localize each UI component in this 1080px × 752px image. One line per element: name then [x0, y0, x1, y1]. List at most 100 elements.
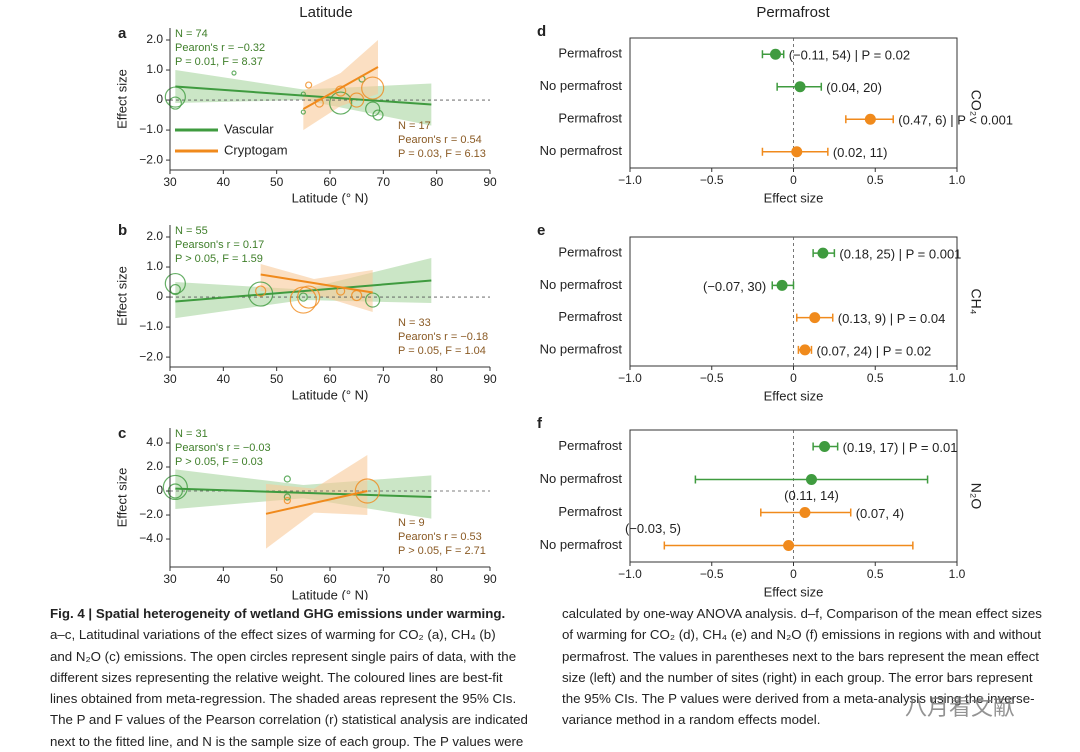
stat-annotation: N = 33 — [398, 317, 431, 329]
x-tick-label: 0 — [790, 567, 797, 581]
y-tick-label: −2.0 — [139, 507, 163, 521]
caption-left: Fig. 4 | Spatial heterogeneity of wetlan… — [50, 603, 528, 752]
stat-annotation: Pearson's r = −0.03 — [175, 442, 271, 454]
value-label: (−0.07, 30) — [703, 279, 766, 294]
panel-group-title: Permafrost — [756, 4, 830, 21]
y-tick-label: 0 — [156, 289, 163, 303]
value-label: (0.11, 14) — [784, 488, 839, 503]
x-tick-label: −1.0 — [618, 567, 642, 581]
x-tick-label: 1.0 — [949, 371, 966, 385]
panel-label: f — [537, 415, 543, 432]
mean-point — [783, 540, 795, 551]
x-tick-label: −0.5 — [700, 371, 724, 385]
fit-line — [302, 66, 379, 110]
x-tick-label: −0.5 — [700, 173, 724, 187]
x-tick-label: 80 — [430, 572, 444, 586]
watermark: 八月看文献 — [905, 696, 1016, 721]
value-label: (0.04, 20) — [826, 80, 882, 95]
data-point — [164, 272, 186, 295]
x-axis-label: Effect size — [764, 388, 824, 403]
data-point — [283, 493, 291, 501]
y-tick-label: 2.0 — [146, 32, 163, 46]
x-tick-label: 90 — [483, 175, 497, 189]
panel-label: b — [118, 222, 127, 239]
value-label: (0.47, 6) | P < 0.001 — [898, 113, 1013, 128]
x-tick-label: 80 — [430, 175, 444, 189]
caption-lines: a–c, Latitudinal variations of the effec… — [50, 624, 528, 752]
data-point — [162, 474, 188, 501]
y-tick-label: −1.0 — [139, 319, 163, 333]
value-label: (0.18, 25) | P = 0.001 — [839, 247, 961, 262]
side-label: CH₄ — [968, 289, 984, 315]
value-label: (−0.11, 54) | P = 0.02 — [789, 48, 910, 63]
panel-label: a — [118, 25, 127, 42]
x-tick-label: 0.5 — [867, 173, 884, 187]
x-axis-label: Effect size — [764, 584, 824, 599]
x-axis-label: Effect size — [764, 190, 824, 205]
mean-point — [799, 344, 811, 356]
mean-point — [791, 146, 803, 158]
caption-line: size (left) and the number of sites (rig… — [562, 669, 1033, 685]
x-tick-label: 60 — [323, 175, 337, 189]
x-tick-label: 50 — [270, 572, 284, 586]
x-tick-label: 1.0 — [949, 567, 966, 581]
caption-line: calculated by one-way ANOVA analysis. d–… — [562, 606, 1042, 621]
x-tick-label: 60 — [323, 372, 337, 386]
y-tick-label: −4.0 — [139, 531, 163, 545]
x-tick-label: 30 — [163, 572, 177, 586]
x-tick-label: 40 — [217, 175, 231, 189]
data-point — [305, 81, 313, 89]
y-tick-label: 1.0 — [146, 62, 163, 76]
x-tick-label: 1.0 — [949, 173, 966, 187]
data-point — [231, 70, 237, 76]
x-tick-label: 90 — [483, 572, 497, 586]
panel-label: d — [537, 23, 546, 40]
stat-annotation: Pearson's r = 0.17 — [175, 239, 264, 251]
x-axis-label: Latitude (° N) — [292, 587, 369, 600]
legend-label: Cryptogam — [224, 142, 288, 157]
y-tick-label: 4.0 — [146, 435, 163, 449]
data-point — [349, 92, 365, 108]
value-label: (0.07, 24) | P = 0.02 — [816, 343, 931, 358]
ci-band — [303, 40, 378, 131]
mean-point — [770, 48, 782, 60]
x-tick-label: −1.0 — [618, 371, 642, 385]
x-tick-label: 0.5 — [867, 371, 884, 385]
stat-annotation: N = 9 — [398, 517, 425, 529]
caption-line: different sizes representing the relativ… — [50, 669, 503, 685]
category-label: Permafrost — [558, 438, 622, 453]
category-label: No permafrost — [540, 277, 623, 292]
panel-group-title: Latitude — [299, 4, 352, 21]
y-axis-label: Effect size — [114, 266, 129, 326]
mean-point — [805, 474, 817, 485]
stat-annotation: N = 55 — [175, 225, 208, 237]
caption-line: lines obtained from meta-regression. The… — [50, 691, 517, 707]
value-label: (0.19, 17) | P = 0.01 — [843, 440, 958, 455]
data-point — [372, 109, 384, 121]
data-point — [300, 109, 306, 115]
x-axis-label: Latitude (° N) — [292, 387, 369, 402]
x-tick-label: 90 — [483, 372, 497, 386]
caption-line: of warming for CO₂ (d), CH₄ (e) and N₂O … — [562, 627, 1042, 643]
category-label: Permafrost — [558, 504, 622, 519]
figure: Latitude Permafrost a N = 74 Pearon's r = … — [114, 4, 1013, 600]
stat-annotation: P = 0.05, F = 1.04 — [398, 345, 486, 357]
data-point — [298, 292, 308, 302]
stat-annotation: N = 17 — [398, 120, 431, 132]
x-tick-label: 70 — [377, 175, 391, 189]
category-label: No permafrost — [540, 143, 623, 158]
caption-right: calculated by one-way ANOVA analysis. d–… — [562, 603, 1042, 731]
y-tick-label: 1.0 — [146, 259, 163, 273]
mean-point — [817, 247, 829, 259]
x-tick-label: 40 — [217, 572, 231, 586]
x-tick-label: 30 — [163, 372, 177, 386]
x-tick-label: 80 — [430, 372, 444, 386]
side-label: N₂O — [968, 483, 984, 510]
stat-annotation: P = 0.03, F = 6.13 — [398, 148, 486, 160]
stat-annotation: N = 31 — [175, 428, 208, 440]
mean-point — [809, 312, 821, 324]
category-label: Permafrost — [558, 46, 622, 61]
value-label: (0.07, 4) — [856, 506, 904, 521]
y-tick-label: −1.0 — [139, 122, 163, 136]
